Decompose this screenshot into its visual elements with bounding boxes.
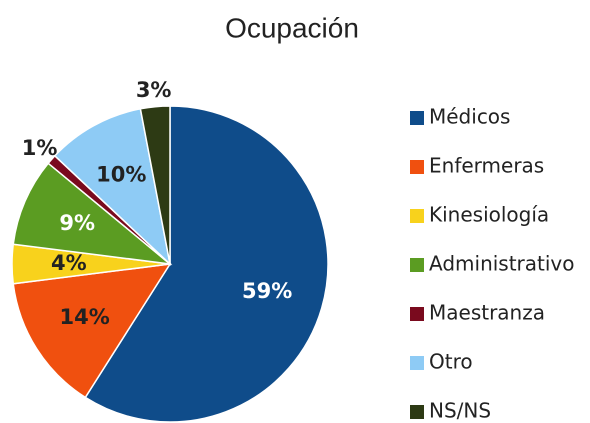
legend-swatch	[410, 209, 424, 223]
legend-label: Otro	[429, 350, 473, 374]
slice-label: 3%	[136, 78, 172, 102]
legend-swatch	[410, 307, 424, 321]
legend-swatch	[410, 111, 424, 125]
pie-slice	[12, 162, 173, 266]
pie-slice	[84, 105, 329, 423]
pie-slice	[139, 105, 171, 265]
pie-slice	[12, 263, 172, 399]
legend-label: Enfermeras	[429, 154, 544, 178]
legend-label: Administrativo	[429, 252, 575, 276]
slice-label: 4%	[51, 251, 87, 275]
legend-swatch	[410, 356, 424, 370]
slice-label: 1%	[22, 136, 58, 160]
legend-label: Maestranza	[429, 301, 545, 325]
slice-label: 10%	[96, 162, 146, 186]
legend-label: Médicos	[429, 105, 510, 129]
slice-label: 59%	[242, 279, 292, 303]
legend-swatch	[410, 405, 424, 419]
slice-label: 9%	[59, 211, 95, 235]
slice-label: 14%	[59, 305, 109, 329]
legend-label: NS/NS	[429, 399, 491, 423]
legend-label: Kinesiología	[429, 203, 549, 227]
pie-slice	[53, 107, 172, 267]
legend-swatch	[410, 160, 424, 174]
chart-title: Ocupación	[225, 12, 359, 43]
legend-swatch	[410, 258, 424, 272]
